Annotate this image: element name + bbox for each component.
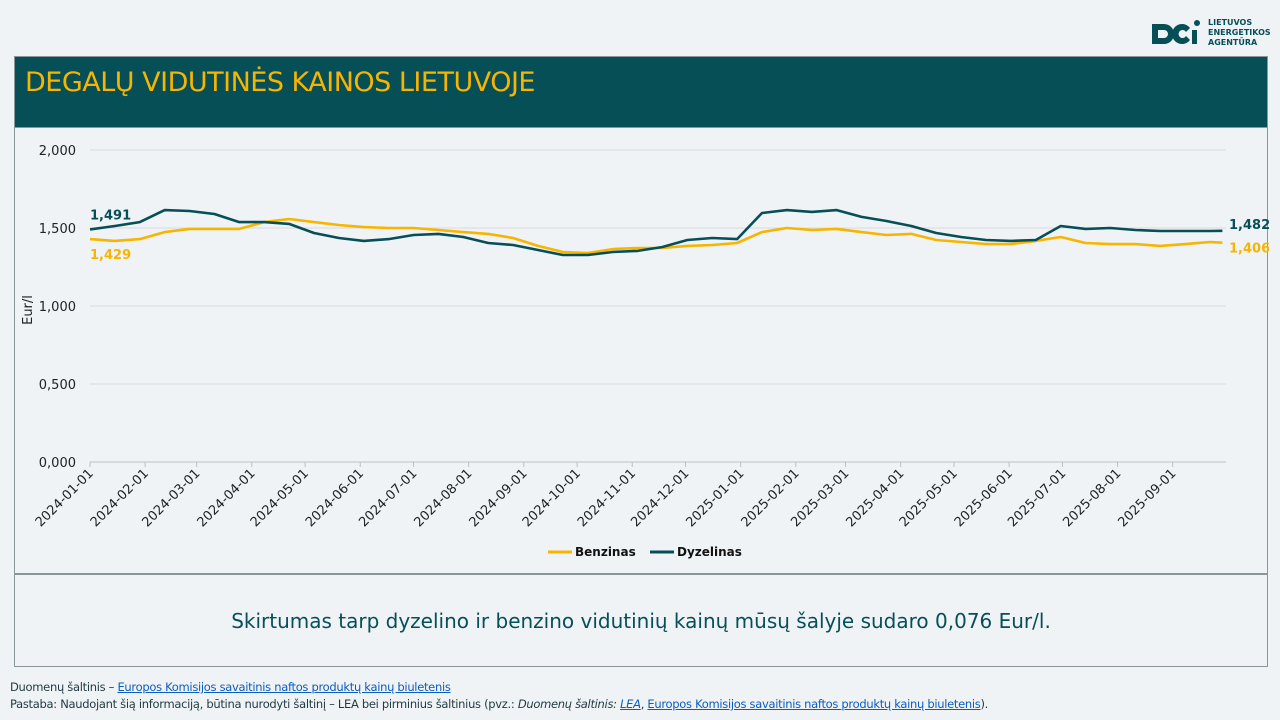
title-banner: DEGALŲ VIDUTINĖS KAINOS LIETUVOJE — [14, 56, 1268, 128]
last-value-label: 1,406 — [1229, 242, 1269, 257]
x-tick-label: 2025-08-01 — [1060, 466, 1124, 530]
source-label: Duomenų šaltinis – — [10, 680, 118, 694]
x-tick-label: 2025-01-01 — [683, 466, 747, 530]
logo-line: ENERGETIKOS — [1208, 28, 1271, 37]
y-tick-label: 0,000 — [39, 456, 76, 471]
note-label: Pastaba: Naudojant šią informaciją, būti… — [10, 697, 518, 711]
note-source-link[interactable]: Europos Komisijos savaitinis naftos prod… — [647, 697, 981, 711]
note-end: ). — [980, 697, 989, 711]
note-italic: Duomenų šaltinis: — [517, 697, 621, 711]
logo-line: LIETUVOS — [1208, 18, 1253, 27]
chart-panel: 0,000 0,500 1,000 1,500 2,000 2024-01-01 2024-… — [14, 128, 1269, 574]
y-tick-label: 1,500 — [39, 222, 76, 237]
y-tick-label: 0,500 — [39, 378, 76, 393]
lea-logo: LIETUVOS ENERGETIKOS AGENTŪRA — [1150, 18, 1271, 48]
source-link[interactable]: Europos Komisijos savaitinis naftos prod… — [117, 680, 451, 694]
y-tick-label: 1,000 — [39, 300, 76, 315]
y-axis-label: Eur/l — [21, 295, 36, 325]
legend-label-benzinas: Benzinas — [575, 545, 636, 559]
footer-note: Pastaba: Naudojant šią informaciją, būti… — [10, 697, 988, 711]
note-sep: , — [640, 697, 648, 711]
logo-line: AGENTŪRA — [1208, 38, 1258, 47]
lea-link[interactable]: LEA — [620, 697, 641, 711]
legend-label-dyzelinas: Dyzelinas — [677, 545, 742, 559]
x-tick-label: 2025-09-01 — [1115, 466, 1179, 530]
summary-text: Skirtumas tarp dyzelino ir benzino vidut… — [231, 608, 1051, 633]
price-line-chart: 0,000 0,500 1,000 1,500 2,000 2024-01-01 2024-… — [21, 144, 1269, 559]
last-value-label: 1,482 — [1229, 218, 1269, 233]
lea-logo-icon — [1152, 20, 1200, 44]
x-tick-label: 2024-08-01 — [411, 466, 475, 530]
summary-panel: Skirtumas tarp dyzelino ir benzino vidut… — [14, 574, 1268, 667]
first-value-label: 1,491 — [90, 208, 131, 223]
series-line-dyzelinas — [89, 208, 1223, 257]
footer-source: Duomenų šaltinis – Europos Komisijos sav… — [10, 680, 451, 694]
page-title: DEGALŲ VIDUTINĖS KAINOS LIETUVOJE — [25, 67, 535, 98]
y-tick-label: 2,000 — [39, 144, 76, 159]
x-tick-label: 2024-01-01 — [33, 466, 97, 530]
first-value-label: 1,429 — [90, 248, 131, 263]
